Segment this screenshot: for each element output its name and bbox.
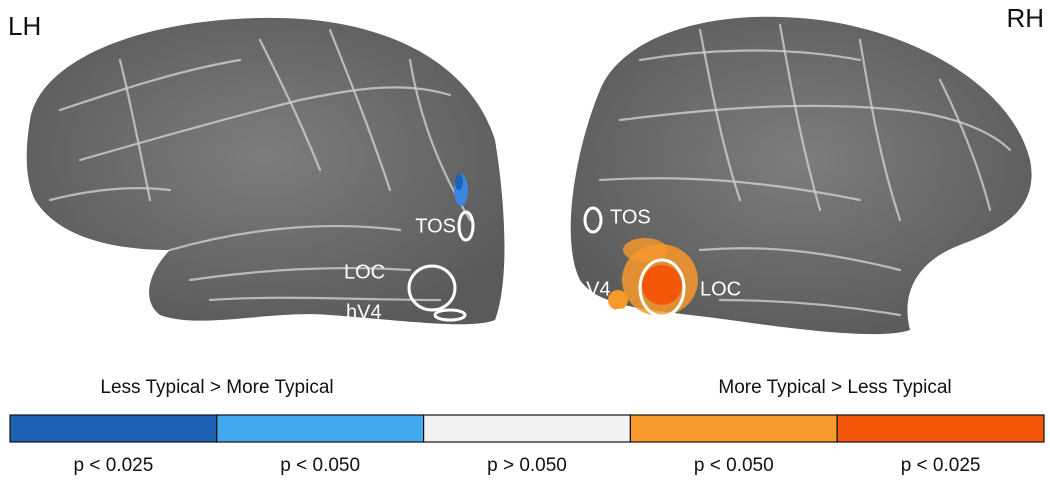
colorbar-title: More Typical > Less Typical [718, 377, 951, 398]
colorbar-title: Less Typical > More Typical [100, 377, 333, 398]
colorbar-label: p < 0.025 [74, 455, 154, 476]
roi-label: LOC [700, 278, 741, 300]
colorbar-label: p < 0.025 [901, 455, 981, 476]
left-hemisphere [26, 17, 505, 325]
hemisphere-label: LH [8, 11, 41, 41]
sulci [48, 28, 472, 302]
colorbar-label: p < 0.050 [280, 455, 360, 476]
colorbar-segment [9, 414, 218, 443]
colorbar-label: p < 0.050 [694, 455, 774, 476]
colorbar-segment [836, 414, 1045, 443]
roi-outline [583, 206, 603, 234]
roi-outline [433, 308, 467, 322]
roi-label: TOS [415, 215, 456, 237]
roi-outline [607, 308, 639, 324]
roi-outline [457, 210, 475, 242]
activation [455, 174, 463, 190]
roi-label: hV4 [575, 278, 611, 300]
roi-outline [638, 258, 686, 318]
right-hemisphere [570, 16, 1032, 335]
hemisphere-label: RH [1006, 3, 1044, 33]
sulci [598, 23, 1012, 317]
roi-label: LOC [344, 261, 385, 283]
roi-label: TOS [610, 206, 651, 228]
colorbar: p < 0.025 p < 0.050 p > 0.050 p < 0.050 p < … [9, 414, 1045, 476]
colorbar-segment [216, 414, 425, 443]
brain-surface [26, 17, 505, 325]
roi-label: hV4 [346, 301, 382, 323]
roi-outline [407, 264, 457, 312]
colorbar-segment [629, 414, 838, 443]
colorbar-label: p > 0.050 [487, 455, 567, 476]
colorbar-segment [423, 414, 632, 443]
